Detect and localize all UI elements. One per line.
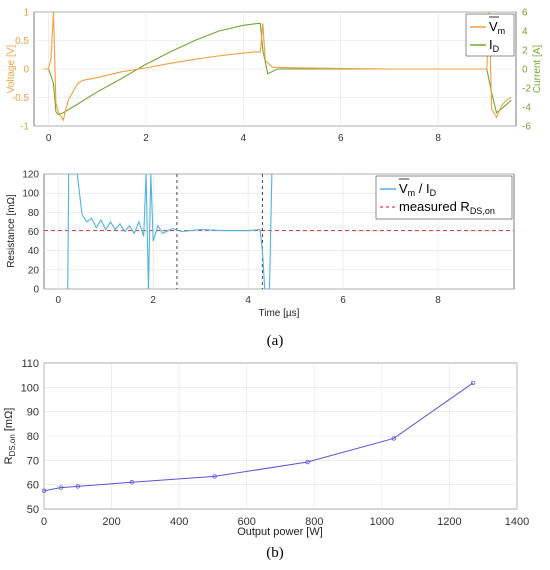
y-tick-label: 100 (21, 382, 39, 394)
y-axis-label: Resistance [mΩ] (6, 194, 17, 268)
series-lines (44, 174, 514, 289)
y-tick-label: 110 (21, 358, 39, 370)
legend-label-ratio-sub: m (408, 188, 416, 198)
x-tick-label: 600 (238, 516, 256, 528)
x-axis-label: Time [µs] (259, 308, 300, 319)
data-point (305, 459, 310, 465)
legend-label-ratio-main: V (399, 181, 408, 196)
legend-label-measured: measured RDS,on (399, 199, 495, 216)
y-tick-label: 80 (27, 431, 39, 443)
x-tick-label: 0 (55, 295, 61, 306)
y-tick-labels: 50 60 70 80 90 100 110 (21, 358, 39, 516)
y-tick-label: 0 (33, 285, 39, 296)
legend-label-current: ID (489, 37, 500, 54)
legend-label-ratio: Vm / ID (399, 181, 437, 198)
y-tick-label: 1 (23, 8, 29, 19)
right-y-tick-labels: -6 -4 -2 0 2 4 6 (522, 8, 531, 133)
legend-label-current-sub: D (493, 44, 500, 54)
y-tick-label-right: 0 (522, 65, 528, 76)
grid (34, 11, 516, 127)
panel-label-a: (a) (267, 333, 284, 349)
resistance-plot: 0 2 4 6 8 0 20 40 60 80 100 120 Time [µs] Resistan… (6, 170, 515, 319)
x-tick-label: 1200 (437, 516, 461, 528)
y-axis-label-main: R (3, 456, 15, 464)
y-axis-label: RDS,on [mΩ] (3, 408, 17, 465)
x-tick-label: 400 (170, 516, 188, 528)
x-tick-label: 200 (102, 516, 120, 528)
x-tick-label: 8 (435, 133, 441, 144)
legend-label-measured-main: measured R (399, 199, 470, 214)
x-tick-label: 4 (241, 133, 247, 144)
y-tick-label: 60 (27, 480, 39, 492)
y-tick-label: 100 (22, 189, 39, 200)
y-tick-label-right: -6 (522, 122, 531, 133)
x-tick-labels: 0 2 4 6 8 (46, 133, 441, 144)
y-tick-label: 80 (28, 208, 40, 219)
x-tick-label: 0 (41, 516, 47, 528)
y-tick-label: 0 (23, 65, 29, 76)
data-point (41, 488, 47, 493)
x-tick-label: 2 (143, 133, 149, 144)
y-tick-label-right: -4 (522, 103, 531, 114)
data-point (391, 436, 396, 441)
y-tick-label-right: 2 (522, 46, 528, 57)
x-tick-label: 1400 (505, 516, 529, 528)
panel-label-b: (b) (266, 545, 284, 561)
x-tick-labels: 0 2 4 6 8 (55, 295, 441, 306)
x-tick-label: 6 (338, 133, 344, 144)
y-tick-label-right: 6 (522, 8, 528, 19)
legend: Vm ID (465, 13, 515, 57)
x-tick-label: 1000 (370, 516, 394, 528)
legend: Vm / ID measured RDS,on (375, 175, 513, 220)
x-tick-label: 4 (245, 295, 251, 306)
y-tick-label: 90 (27, 407, 39, 419)
y-tick-label: 50 (27, 504, 39, 516)
legend-label-measured-sub: DS,on (470, 206, 495, 216)
y-axis-label-sub: DS,on (8, 434, 17, 456)
y-tick-label: 20 (28, 265, 40, 276)
series-lines (41, 380, 476, 493)
rdson-plot: 0 200 400 600 800 1000 1200 1400 50 60 70 80 90 100 1… (3, 358, 529, 538)
series-line-rdson (43, 382, 474, 492)
x-tick-label: 0 (46, 133, 52, 144)
x-axis-label: Output power [W] (237, 526, 323, 538)
legend-label-ratio-tail: / I (415, 181, 429, 196)
grid (43, 362, 518, 510)
y-tick-label: 40 (28, 246, 40, 257)
y-tick-label: -1 (20, 122, 29, 133)
x-tick-label: 2 (150, 295, 156, 306)
data-point (129, 480, 135, 485)
voltage-current-plot: 0 2 4 6 8 -1 -0.5 0 0.5 1 -6 -4 -2 0 2 4 6 Voltage [V]… (6, 8, 543, 145)
series-line-vm-over-id (67, 174, 273, 289)
x-tick-label: 800 (305, 516, 323, 528)
y-tick-labels: 0 20 40 60 80 100 120 (22, 170, 39, 296)
legend-label-ratio-tail-sub: D (430, 188, 437, 198)
legend-box (465, 13, 515, 57)
y-tick-label: 70 (27, 455, 39, 467)
legend-label-voltage: Vm (489, 19, 505, 36)
data-point (470, 380, 476, 386)
legend-label-voltage-sub: m (498, 26, 506, 36)
x-tick-label: 6 (340, 295, 346, 306)
legend-label-current-main: I (489, 37, 493, 52)
data-point (58, 485, 64, 490)
x-tick-label: 8 (435, 295, 441, 306)
y-axis-label-tail: [mΩ] (3, 408, 15, 435)
y-axis-label-right: Current [A] (532, 45, 543, 94)
y-axis-label: Voltage [V] (6, 45, 17, 94)
left-y-tick-labels: -1 -0.5 0 0.5 1 (12, 8, 30, 133)
legend-label-voltage-main: V (489, 19, 498, 34)
y-tick-label-right: 4 (522, 27, 528, 38)
legend-box (375, 175, 513, 220)
y-tick-label: 120 (22, 170, 39, 181)
y-tick-label: -0.5 (12, 93, 30, 104)
y-tick-label: 0.5 (15, 36, 29, 47)
data-point (75, 484, 80, 489)
data-point (212, 474, 217, 479)
x-tick-labels: 0 200 400 600 800 1000 1200 1400 (41, 516, 529, 528)
y-tick-label: 60 (28, 227, 40, 238)
y-tick-label-right: -2 (522, 84, 531, 95)
